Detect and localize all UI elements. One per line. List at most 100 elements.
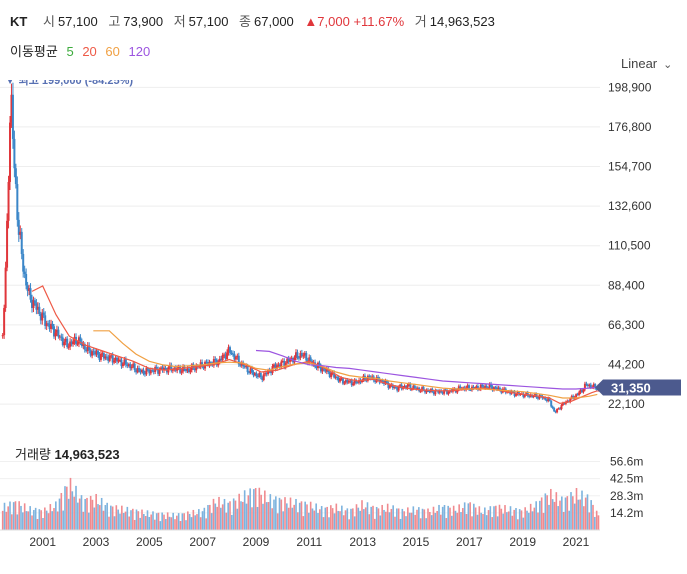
chevron-down-icon: ⌄ bbox=[663, 59, 673, 71]
volume-bar bbox=[539, 500, 541, 530]
volume-bar bbox=[33, 510, 35, 530]
candle-body bbox=[416, 387, 419, 389]
candle-body bbox=[491, 386, 494, 391]
candle-body bbox=[132, 363, 135, 367]
ma-5-label[interactable]: 5 bbox=[66, 44, 74, 59]
candle-body bbox=[28, 288, 31, 291]
candle-body bbox=[394, 386, 397, 388]
volume-bar bbox=[278, 497, 281, 530]
candle-body bbox=[201, 362, 204, 367]
candle-body bbox=[94, 352, 97, 355]
volume-bar bbox=[308, 512, 310, 530]
candle-body bbox=[138, 368, 141, 371]
volume-bar bbox=[396, 508, 398, 530]
price-axis: 198,900 176,800 154,700 132,600 110,500 88,40… bbox=[595, 80, 681, 411]
ma-120-label[interactable]: 120 bbox=[128, 44, 151, 59]
candle-body bbox=[443, 389, 446, 394]
volume-bar bbox=[363, 509, 365, 530]
volume-bar bbox=[247, 495, 250, 530]
candle-body bbox=[337, 377, 340, 382]
volume-bar bbox=[199, 517, 202, 530]
volume-bar bbox=[203, 507, 206, 530]
volume-bar bbox=[139, 517, 141, 530]
volume-bar bbox=[18, 501, 20, 530]
volume-bar bbox=[227, 502, 229, 530]
candle-body bbox=[280, 361, 283, 367]
volume-bar bbox=[480, 512, 482, 530]
volume-bar bbox=[176, 515, 178, 530]
ma-60-label[interactable]: 60 bbox=[105, 44, 120, 59]
candle-body bbox=[22, 253, 25, 272]
candle-body bbox=[55, 329, 58, 333]
volume-bar bbox=[304, 501, 306, 530]
y-tick-label: 176,800 bbox=[608, 120, 652, 134]
volume-bar bbox=[526, 510, 528, 530]
volume-bar bbox=[562, 511, 565, 530]
candle-body bbox=[251, 368, 253, 373]
volume-bar bbox=[454, 510, 457, 530]
candle-body bbox=[148, 369, 151, 374]
volume-bar bbox=[544, 493, 547, 530]
volume-bar bbox=[465, 514, 468, 530]
volume-bar bbox=[1, 510, 4, 530]
volume-bar bbox=[254, 488, 257, 530]
candle-body bbox=[336, 376, 339, 378]
volume-bar bbox=[152, 511, 154, 530]
candle-body bbox=[130, 366, 133, 369]
volume-bar bbox=[467, 503, 470, 530]
candle-body bbox=[554, 411, 557, 413]
candle-body bbox=[124, 359, 127, 365]
volume-bar bbox=[392, 505, 394, 530]
candle-body bbox=[77, 337, 80, 344]
volume-bar bbox=[282, 511, 284, 530]
candle-body bbox=[146, 368, 149, 370]
volume-bar bbox=[260, 494, 262, 530]
candle-body bbox=[512, 391, 515, 393]
candle-body bbox=[171, 369, 174, 371]
volume-bar bbox=[14, 501, 17, 530]
volume-bar bbox=[249, 488, 251, 530]
volume-bar bbox=[177, 513, 180, 530]
volume-bar bbox=[302, 516, 305, 530]
volume-bar bbox=[507, 511, 510, 530]
candle-body bbox=[397, 386, 400, 391]
volume-bar bbox=[187, 511, 189, 530]
candle-body bbox=[129, 364, 132, 369]
volume-bar bbox=[287, 507, 290, 530]
volume-bar bbox=[484, 507, 486, 530]
volume-bar bbox=[361, 500, 363, 530]
volume-bar bbox=[205, 518, 207, 530]
candle-body bbox=[264, 373, 267, 375]
volume-bar bbox=[410, 512, 413, 530]
volume-bar bbox=[128, 516, 130, 530]
x-tick-label: 2013 bbox=[349, 535, 376, 549]
candle-body bbox=[556, 408, 559, 413]
candle-body bbox=[484, 385, 487, 389]
candle-body bbox=[478, 389, 481, 391]
candle-body bbox=[143, 373, 146, 375]
price-chart[interactable]: 198,900 176,800 154,700 132,600 110,500 88,40… bbox=[0, 80, 687, 420]
candle-body bbox=[16, 184, 19, 220]
candle-body bbox=[189, 369, 192, 373]
candle-body bbox=[494, 387, 497, 389]
volume-bar bbox=[458, 504, 460, 530]
candle-body bbox=[387, 382, 390, 388]
volume-bar bbox=[559, 500, 561, 530]
candle-body bbox=[177, 366, 180, 368]
change-percent: +11.67% bbox=[353, 14, 405, 29]
volume-bar bbox=[163, 514, 165, 530]
volume-bar bbox=[550, 488, 552, 530]
ma-20-label[interactable]: 20 bbox=[82, 44, 97, 59]
volume-bar bbox=[586, 494, 589, 530]
candle-body bbox=[261, 377, 264, 380]
candle-body bbox=[39, 313, 42, 321]
volume-bar bbox=[540, 497, 543, 530]
volume-bar bbox=[133, 519, 136, 530]
volume-bar bbox=[430, 515, 433, 530]
volume-bar bbox=[82, 511, 85, 530]
candle-body bbox=[229, 347, 231, 353]
volume-bar bbox=[210, 513, 213, 530]
scale-selector[interactable]: Linear ⌄ bbox=[621, 56, 672, 71]
candle-body bbox=[121, 363, 124, 367]
